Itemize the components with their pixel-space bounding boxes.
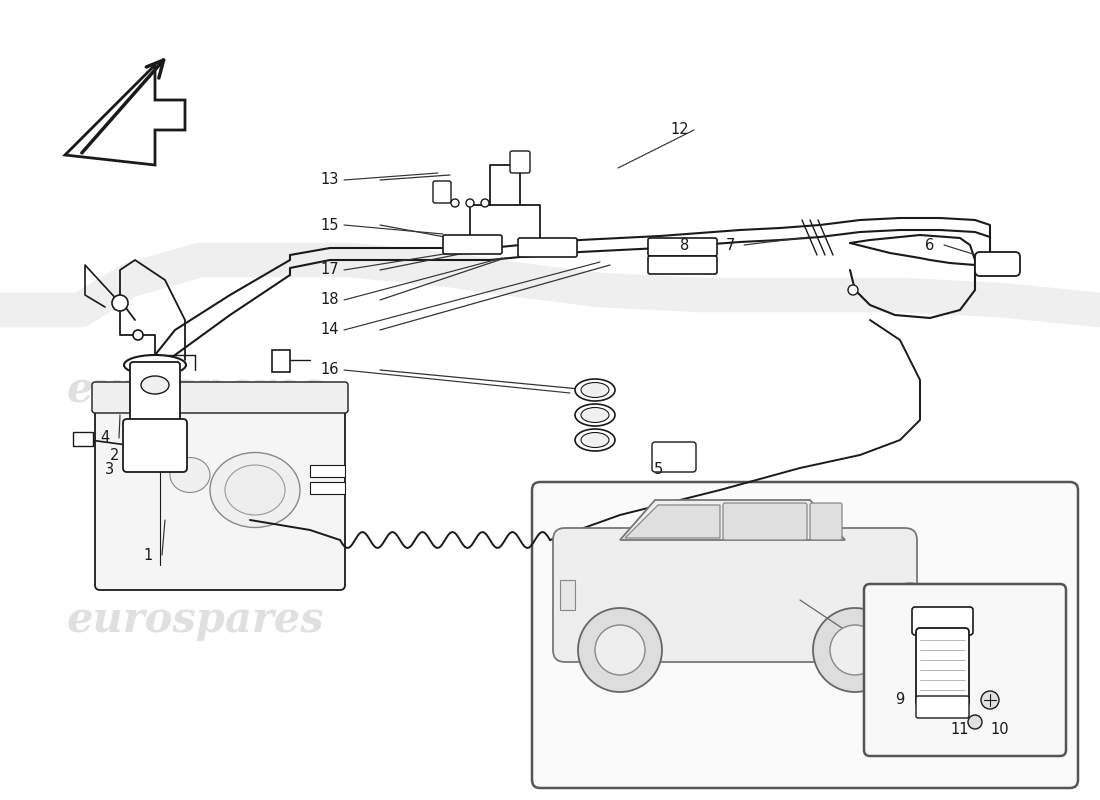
Circle shape (813, 608, 896, 692)
Text: 14: 14 (321, 322, 339, 338)
FancyBboxPatch shape (648, 256, 717, 274)
Text: 4: 4 (100, 430, 110, 446)
Circle shape (112, 295, 128, 311)
Text: 13: 13 (321, 173, 339, 187)
Ellipse shape (170, 458, 210, 493)
Bar (73, 432, 94, 446)
Polygon shape (625, 505, 720, 538)
FancyBboxPatch shape (916, 628, 969, 706)
FancyBboxPatch shape (433, 181, 451, 203)
FancyBboxPatch shape (510, 151, 530, 173)
FancyBboxPatch shape (443, 235, 502, 254)
Circle shape (981, 691, 999, 709)
Circle shape (466, 199, 474, 207)
Circle shape (848, 285, 858, 295)
Circle shape (578, 608, 662, 692)
Text: eurospares: eurospares (66, 599, 323, 641)
Text: 1: 1 (143, 547, 153, 562)
Circle shape (481, 199, 490, 207)
Circle shape (968, 715, 982, 729)
Text: 2: 2 (110, 447, 120, 462)
Text: 3: 3 (106, 462, 114, 478)
Text: 16: 16 (321, 362, 339, 378)
FancyBboxPatch shape (975, 252, 1020, 276)
FancyBboxPatch shape (553, 528, 917, 662)
FancyBboxPatch shape (864, 584, 1066, 756)
FancyBboxPatch shape (92, 382, 348, 413)
Circle shape (133, 330, 143, 340)
Ellipse shape (226, 465, 285, 515)
FancyBboxPatch shape (652, 442, 696, 472)
FancyBboxPatch shape (123, 419, 187, 472)
Text: 11: 11 (950, 722, 969, 738)
Text: 5: 5 (653, 462, 662, 478)
Text: 18: 18 (321, 293, 339, 307)
Circle shape (451, 199, 459, 207)
Ellipse shape (581, 433, 609, 447)
Circle shape (595, 625, 645, 675)
Ellipse shape (575, 404, 615, 426)
Text: eurospares: eurospares (66, 369, 323, 411)
Text: 12: 12 (671, 122, 690, 138)
Text: 7: 7 (725, 238, 735, 253)
Text: 10: 10 (991, 722, 1010, 738)
Bar (310, 482, 345, 494)
Bar (560, 580, 575, 610)
Bar (310, 465, 345, 477)
Text: 8: 8 (681, 238, 690, 253)
Ellipse shape (581, 407, 609, 422)
Ellipse shape (210, 453, 300, 527)
Ellipse shape (141, 376, 169, 394)
Ellipse shape (124, 355, 186, 375)
Text: 6: 6 (925, 238, 935, 253)
FancyBboxPatch shape (912, 607, 974, 635)
Ellipse shape (575, 379, 615, 401)
Text: 15: 15 (321, 218, 339, 233)
Polygon shape (620, 500, 845, 540)
Bar (272, 350, 290, 372)
Circle shape (830, 625, 880, 675)
FancyBboxPatch shape (810, 503, 842, 540)
FancyBboxPatch shape (723, 503, 807, 540)
FancyBboxPatch shape (95, 395, 345, 590)
Text: 17: 17 (321, 262, 339, 278)
Ellipse shape (898, 583, 923, 597)
FancyBboxPatch shape (648, 238, 717, 256)
Ellipse shape (581, 382, 609, 398)
FancyBboxPatch shape (916, 696, 969, 718)
FancyBboxPatch shape (130, 362, 180, 428)
Text: 9: 9 (895, 693, 904, 707)
Ellipse shape (575, 429, 615, 451)
FancyBboxPatch shape (532, 482, 1078, 788)
FancyBboxPatch shape (518, 238, 578, 257)
